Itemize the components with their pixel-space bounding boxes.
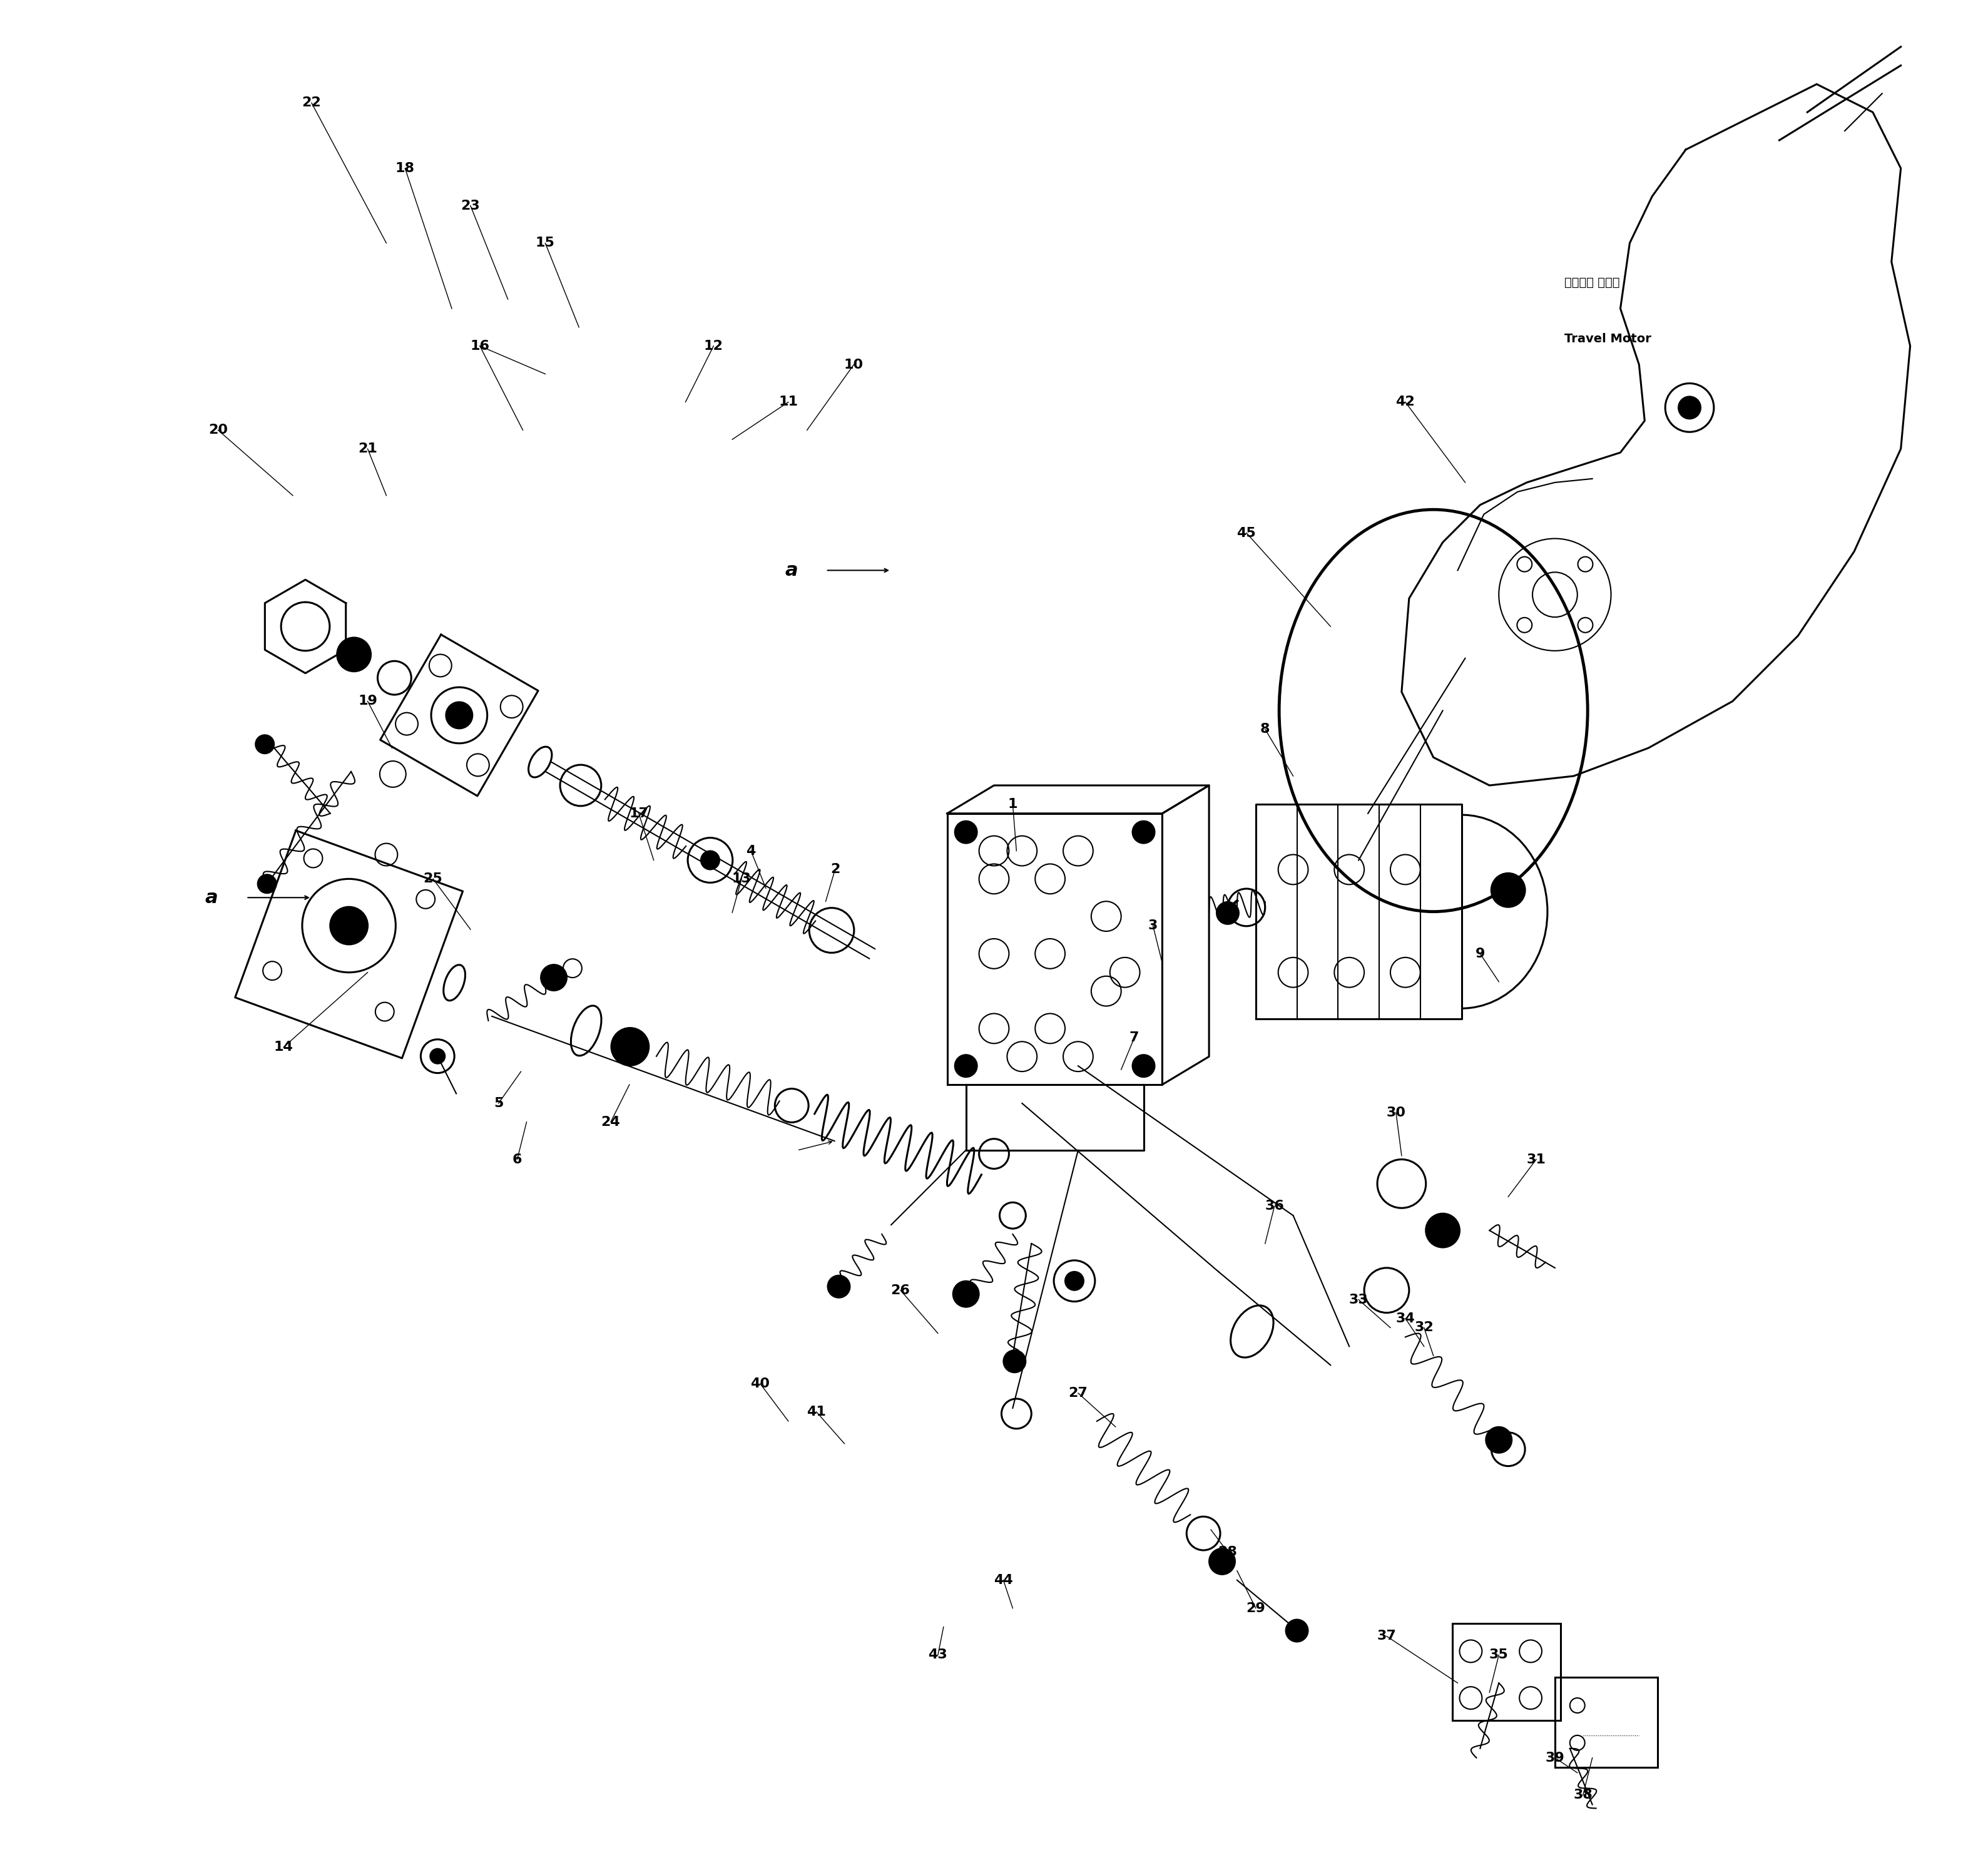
- Circle shape: [1004, 1350, 1026, 1373]
- Text: 2: 2: [831, 864, 839, 875]
- Text: 1: 1: [1008, 798, 1018, 810]
- Circle shape: [445, 701, 473, 727]
- Text: 13: 13: [732, 873, 751, 885]
- Circle shape: [1286, 1619, 1308, 1642]
- Text: 15: 15: [535, 237, 555, 249]
- Circle shape: [1133, 821, 1155, 843]
- Circle shape: [1133, 1055, 1155, 1077]
- Text: Travel Motor: Travel Motor: [1565, 333, 1652, 344]
- Circle shape: [1491, 873, 1525, 907]
- Text: 35: 35: [1489, 1649, 1509, 1661]
- Text: 45: 45: [1237, 527, 1256, 539]
- Circle shape: [1217, 901, 1239, 924]
- Text: 30: 30: [1386, 1107, 1406, 1118]
- Circle shape: [1678, 396, 1702, 419]
- Text: 33: 33: [1350, 1294, 1368, 1305]
- Circle shape: [1485, 1427, 1513, 1453]
- Circle shape: [429, 1049, 445, 1064]
- Text: 8: 8: [1260, 724, 1270, 735]
- Text: ソウコウ モータ: ソウコウ モータ: [1565, 277, 1620, 288]
- Circle shape: [258, 875, 276, 894]
- Text: 27: 27: [1068, 1388, 1087, 1399]
- Text: 21: 21: [358, 443, 378, 454]
- Circle shape: [1066, 1272, 1083, 1290]
- Text: 3: 3: [1149, 920, 1157, 931]
- Circle shape: [612, 1028, 648, 1066]
- Text: 10: 10: [845, 359, 863, 370]
- Text: 9: 9: [1475, 948, 1485, 959]
- Text: 4: 4: [746, 845, 755, 856]
- Text: 20: 20: [209, 424, 229, 436]
- Text: 41: 41: [807, 1406, 827, 1417]
- Circle shape: [702, 851, 720, 870]
- Text: 11: 11: [779, 396, 797, 408]
- Text: 22: 22: [302, 97, 322, 108]
- Text: 25: 25: [423, 873, 443, 885]
- Text: a: a: [785, 561, 797, 580]
- Circle shape: [254, 735, 274, 754]
- Text: 12: 12: [704, 340, 724, 352]
- Text: 18: 18: [396, 163, 415, 174]
- Text: 23: 23: [461, 200, 479, 211]
- Circle shape: [1425, 1214, 1459, 1247]
- Text: 19: 19: [358, 696, 378, 707]
- Circle shape: [954, 1055, 978, 1077]
- Text: 44: 44: [994, 1575, 1014, 1586]
- Text: 26: 26: [891, 1285, 911, 1296]
- Text: 37: 37: [1378, 1631, 1396, 1642]
- Text: 14: 14: [274, 1042, 292, 1053]
- Circle shape: [541, 965, 567, 991]
- Text: 6: 6: [513, 1154, 523, 1165]
- Text: 16: 16: [469, 340, 489, 352]
- Text: 5: 5: [493, 1098, 503, 1109]
- Text: 28: 28: [1219, 1546, 1237, 1558]
- Text: 36: 36: [1264, 1201, 1284, 1212]
- Circle shape: [338, 638, 372, 671]
- Text: a: a: [205, 888, 219, 907]
- Text: 29: 29: [1246, 1603, 1266, 1614]
- Circle shape: [954, 821, 978, 843]
- Circle shape: [827, 1275, 851, 1298]
- Text: 7: 7: [1129, 1032, 1139, 1043]
- Text: 34: 34: [1396, 1313, 1415, 1324]
- Circle shape: [1209, 1548, 1235, 1575]
- Text: 32: 32: [1413, 1322, 1433, 1333]
- Text: 38: 38: [1573, 1790, 1592, 1801]
- Text: 43: 43: [928, 1649, 948, 1661]
- Text: 31: 31: [1527, 1154, 1547, 1165]
- Text: 39: 39: [1545, 1752, 1565, 1763]
- Circle shape: [952, 1281, 978, 1307]
- Text: 40: 40: [751, 1378, 769, 1389]
- Text: 42: 42: [1396, 396, 1415, 408]
- Text: 17: 17: [628, 808, 648, 819]
- Circle shape: [330, 907, 368, 944]
- Text: 24: 24: [600, 1116, 620, 1128]
